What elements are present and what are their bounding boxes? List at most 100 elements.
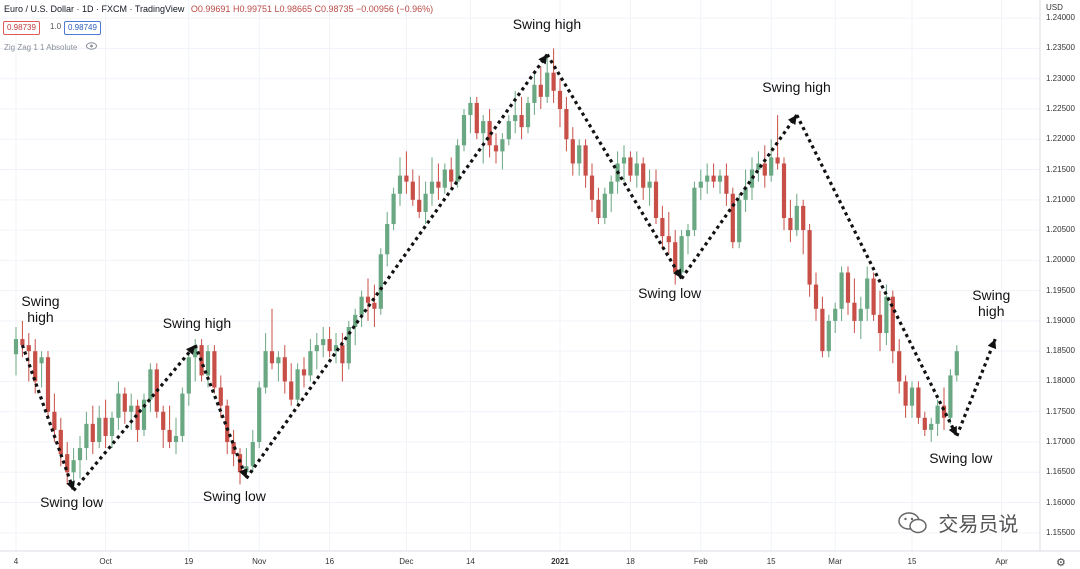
time-tick-label: 15 [907,557,917,566]
candle-body-down [269,351,275,364]
candle-body-up [321,339,326,346]
candle-body-down [596,199,601,218]
candle-body-down [852,302,857,321]
candle-body-up [954,351,959,376]
zigzag-segment [245,53,549,480]
zigzag-segment [72,344,197,492]
candle-body-down [666,236,671,243]
candle-body-down [237,454,243,473]
price-tick-label: 1.15500 [1046,527,1075,537]
candle-body-up [77,448,83,461]
zigzag-arrowhead [538,54,548,65]
spread-value: 1.0 [50,22,62,31]
time-tick-label: Nov [252,557,267,566]
candle-body-up [129,405,134,412]
swing-annotation: Swing high [21,293,60,326]
candle-body-down [449,169,454,182]
time-tick-label: Apr [995,557,1008,566]
candle-body-down [417,199,422,212]
swing-annotation: Swing high [762,79,831,96]
candle-body-up [865,278,870,309]
candle-body-up [205,351,211,376]
candle-body-down [570,139,575,164]
candle-body-up [314,345,319,352]
candle-body-up [84,423,89,449]
swing-annotation: Swing high [162,315,232,332]
candle-body-down [212,351,217,388]
swing-annotation: Swing high [972,287,1011,320]
candle-body-down [788,217,793,231]
price-tick-label: 1.21500 [1046,164,1075,174]
candle-body-down [801,205,806,231]
candle-body-down [282,357,287,382]
time-tick-label: 14 [465,557,475,566]
wechat-icon [898,512,938,536]
candle-body-up [295,369,300,400]
eye-icon[interactable] [85,42,97,52]
time-tick-label: Dec [399,557,414,566]
candle-body-down [52,411,57,430]
candle-body-down [410,181,415,200]
candle-body-up [737,199,742,243]
candle-body-down [557,90,563,109]
candle-body-up [833,308,838,321]
candle-body-down [404,175,409,182]
candle-body-down [551,72,556,91]
candle-body-down [781,163,787,218]
candle-body-up [717,175,723,182]
candle-body-up [481,121,486,134]
zigzag-arrowhead [673,268,682,279]
candle-body-down [538,84,543,97]
zigzag-arrowhead [66,480,75,491]
zigzag-arrowhead [987,339,997,350]
candle-body-down [807,230,812,285]
gear-icon[interactable]: ⚙ [1056,557,1066,569]
ask-price-box[interactable]: 0.98749 [64,21,101,35]
candle-body-up [180,393,185,436]
candle-body-up [397,175,403,194]
chart-grid [0,0,1040,551]
candle-body-up [858,308,863,321]
symbol-title[interactable]: Euro / U.S. Dollar · 1D · FXCM · Trading… [4,4,185,14]
candle-body-down [641,163,646,188]
candle-body-up [705,175,710,182]
candle-body-down [90,423,95,443]
price-tick-label: 1.20500 [1046,225,1075,235]
candle-body-down [65,454,70,473]
candle-body-down [493,145,499,152]
price-tick-label: 1.19500 [1046,285,1075,295]
candle-body-down [26,345,31,352]
candle-body-down [628,157,633,176]
candle-body-up [769,157,774,176]
candle-body-down [890,296,895,352]
candle-body-up [468,102,473,116]
swing-annotation: Swing low [202,488,266,505]
candle-body-up [71,460,76,473]
candle-body-down [301,369,307,376]
indicator-legend[interactable]: Zig Zag 1 1 Absolute [4,42,97,52]
candle-body-up [698,181,703,188]
candle-body-down [365,296,371,303]
candle-body-down [922,417,927,430]
candle-body-up [193,345,198,358]
zigzag-segment [20,344,76,491]
candle-body-down [660,217,665,237]
candle-body-up [743,187,748,200]
currency-label[interactable]: USD [1046,3,1063,12]
watermark-text: 交易员说 [938,512,1019,536]
candle-body-down [289,381,294,400]
candle-body-down [653,181,659,218]
candle-body-down [340,345,345,364]
bid-price-box[interactable]: 0.98739 [3,21,40,35]
swing-annotation: Swing low [40,494,104,511]
price-tick-label: 1.24000 [1046,13,1075,23]
candle-body-down [564,108,569,140]
candle-body-up [250,442,255,467]
candle-body-down [877,314,883,334]
candle-body-up [929,423,934,430]
zigzag-segment [545,53,683,280]
candle-body-up [909,387,915,406]
candle-body-down [161,411,166,430]
time-tick-label: Oct [99,557,112,566]
